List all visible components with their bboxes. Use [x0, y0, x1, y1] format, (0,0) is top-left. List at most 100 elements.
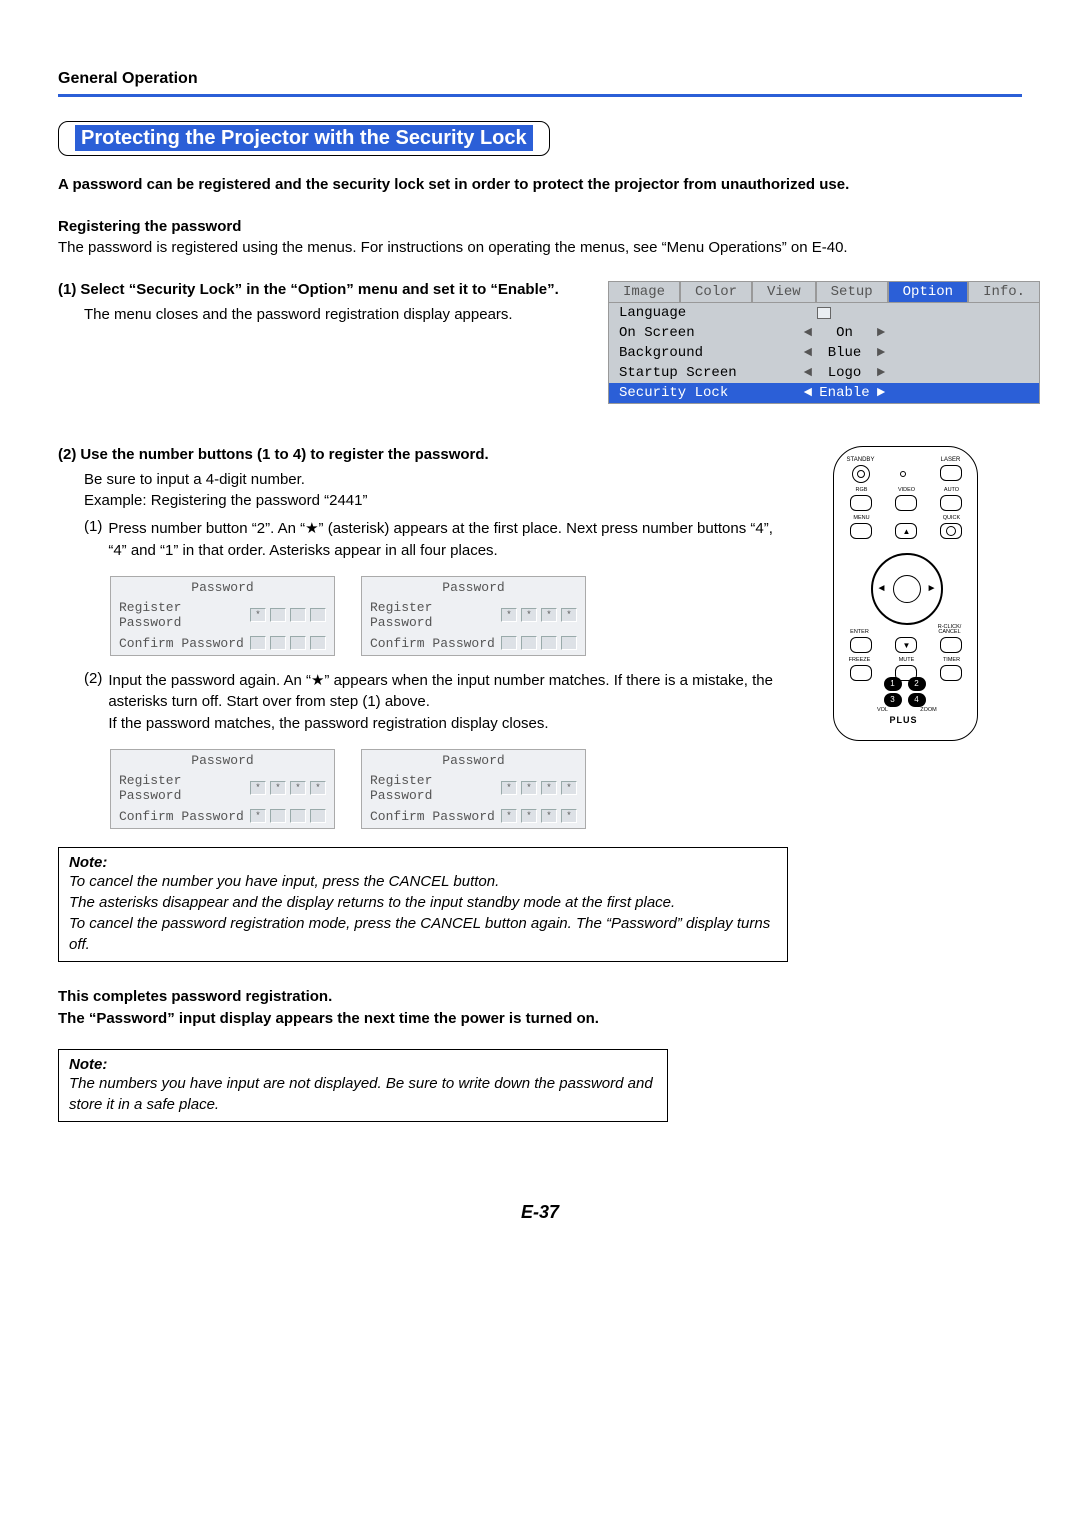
num-3-button[interactable]: 3 [884, 693, 902, 707]
step1-subtext: The menu closes and the password registr… [84, 304, 608, 326]
auto-button[interactable] [940, 495, 962, 511]
password-box: Password Register Password Confirm Passw… [110, 576, 335, 656]
pw-cell [310, 608, 326, 622]
pw-title: Password [362, 577, 585, 598]
enter-button[interactable] [850, 637, 872, 653]
left-arrow-icon: ◄ [799, 385, 817, 401]
up-arrow-icon: ▲ [903, 527, 911, 536]
substep2-num: (2) [84, 670, 102, 735]
down-arrow-icon: ▼ [903, 641, 911, 650]
menu-value: Logo [817, 365, 872, 381]
pw-cell [310, 636, 326, 650]
substep2-body: Input the password again. An “★” appears… [108, 670, 788, 735]
menu-tabs: Image Color View Setup Option Info. [608, 281, 1040, 302]
pw-label-register: Register Password [370, 773, 501, 803]
tab-info[interactable]: Info. [968, 281, 1040, 302]
pw-cell [541, 809, 557, 823]
quick-button[interactable] [940, 523, 962, 539]
standby-button[interactable] [852, 465, 870, 483]
pw-cell [541, 636, 557, 650]
pw-title: Password [111, 577, 334, 598]
menu-row-security-lock[interactable]: Security Lock ◄ Enable ► [609, 383, 1039, 403]
menu-row-onscreen[interactable]: On Screen ◄ On ► [609, 323, 1039, 343]
intro-text: A password can be registered and the sec… [58, 174, 1022, 196]
pw-title: Password [362, 750, 585, 771]
menu-row-startup[interactable]: Startup Screen ◄ Logo ► [609, 363, 1039, 383]
led-icon [900, 471, 906, 477]
menu-row-language[interactable]: Language [609, 303, 1039, 323]
note-head: Note: [69, 1056, 657, 1073]
page-title: Protecting the Projector with the Securi… [75, 125, 533, 151]
pw-cell [290, 636, 306, 650]
pw-cell [250, 809, 266, 823]
remote-label-laser: LASER [936, 457, 966, 463]
freeze-button[interactable] [850, 665, 872, 681]
power-icon [857, 470, 865, 478]
down-button[interactable]: ▼ [895, 637, 917, 653]
tab-option[interactable]: Option [888, 281, 968, 302]
pw-cell [270, 809, 286, 823]
tab-image[interactable]: Image [608, 281, 680, 302]
menu-value: On [817, 325, 872, 341]
step1-text: Select “Security Lock” in the “Option” m… [80, 281, 608, 298]
dpad[interactable]: ◄ ► [871, 553, 943, 625]
pw-cell [290, 608, 306, 622]
pw-label-register: Register Password [370, 600, 501, 630]
note-body: The numbers you have input are not displ… [69, 1073, 657, 1115]
pw-cells [250, 636, 326, 650]
menu-label: Startup Screen [619, 365, 799, 381]
quick-icon [946, 526, 956, 536]
menu-value [817, 307, 881, 319]
tab-setup[interactable]: Setup [816, 281, 888, 302]
num-2-button[interactable]: 2 [908, 677, 926, 691]
remote-label-timer: TIMER [937, 657, 967, 663]
page-number: E-37 [58, 1202, 1022, 1223]
substep1-num: (1) [84, 518, 102, 562]
num-4-button[interactable]: 4 [908, 693, 926, 707]
note-body: To cancel the number you have input, pre… [69, 871, 777, 955]
cancel-button[interactable] [940, 637, 962, 653]
pw-cell [250, 636, 266, 650]
step2-number: (2) [58, 446, 76, 463]
tab-view[interactable]: View [752, 281, 816, 302]
header-rule [58, 94, 1022, 97]
remote-label-cancel: R-CLICK/ CANCEL [935, 625, 965, 636]
step2-sub1: Be sure to input a 4-digit number. [84, 469, 788, 491]
note-box-2: Note: The numbers you have input are not… [58, 1049, 668, 1122]
pw-label-confirm: Confirm Password [119, 809, 250, 824]
substep2-text: Input the password again. An “★” appears… [108, 672, 773, 711]
menu-label: Background [619, 345, 799, 361]
remote-control-illustration: STANDBY LASER RGB VIDEO AUTO MENU ▲ [833, 446, 978, 1122]
up-button[interactable]: ▲ [895, 523, 917, 539]
tab-color[interactable]: Color [680, 281, 752, 302]
pw-label-register: Register Password [119, 773, 250, 803]
pw-cell [521, 636, 537, 650]
timer-button[interactable] [940, 665, 962, 681]
password-box: Password Register Password Confirm Passw… [361, 576, 586, 656]
right-arrow-icon: ► [872, 345, 890, 361]
menu-button[interactable] [850, 523, 872, 539]
registering-body: The password is registered using the men… [58, 237, 1022, 259]
right-arrow-icon: ► [872, 325, 890, 341]
pw-label-confirm: Confirm Password [119, 636, 250, 651]
password-pair-1: Password Register Password Confirm Passw… [110, 576, 788, 656]
menu-label: On Screen [619, 325, 799, 341]
remote-brand-plus: PLUS [890, 715, 918, 725]
num-1-button[interactable]: 1 [884, 677, 902, 691]
dpad-center[interactable] [893, 575, 921, 603]
pw-cell [521, 781, 537, 795]
remote-label-quick: QUICK [937, 515, 967, 521]
rgb-button[interactable] [850, 495, 872, 511]
pw-label-confirm: Confirm Password [370, 809, 501, 824]
pw-cell [270, 781, 286, 795]
menu-row-background[interactable]: Background ◄ Blue ► [609, 343, 1039, 363]
laser-button[interactable] [940, 465, 962, 481]
section-header: General Operation [58, 70, 1022, 88]
pw-cell [270, 608, 286, 622]
right-arrow-icon: ► [872, 365, 890, 381]
left-arrow-icon: ◄ [799, 325, 817, 341]
pw-cell [561, 781, 577, 795]
pw-cell [290, 809, 306, 823]
video-button[interactable] [895, 495, 917, 511]
page-title-bar: Protecting the Projector with the Securi… [58, 121, 550, 156]
